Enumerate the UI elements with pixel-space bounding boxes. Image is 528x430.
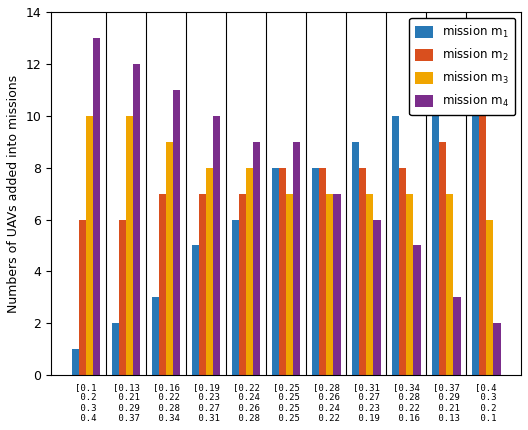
Bar <box>454 298 460 375</box>
Bar <box>206 168 213 375</box>
Bar <box>192 246 199 375</box>
Bar <box>119 220 126 375</box>
Bar <box>352 141 359 375</box>
Bar <box>333 194 341 375</box>
Bar <box>272 168 279 375</box>
Bar <box>293 141 300 375</box>
Bar <box>439 141 446 375</box>
Bar <box>359 168 366 375</box>
Bar <box>71 349 79 375</box>
Bar <box>319 168 326 375</box>
Bar <box>432 90 439 375</box>
Bar <box>173 90 181 375</box>
Bar <box>133 64 140 375</box>
Bar <box>479 116 486 375</box>
Bar <box>472 64 479 375</box>
Bar <box>373 220 381 375</box>
Bar <box>486 220 494 375</box>
Bar <box>79 220 86 375</box>
Bar <box>392 116 399 375</box>
Legend: mission m$_1$, mission m$_2$, mission m$_3$, mission m$_4$: mission m$_1$, mission m$_2$, mission m$… <box>409 18 515 115</box>
Bar <box>253 141 260 375</box>
Bar <box>111 323 119 375</box>
Bar <box>326 194 333 375</box>
Bar <box>232 220 239 375</box>
Bar <box>413 246 421 375</box>
Bar <box>126 116 133 375</box>
Bar <box>446 194 454 375</box>
Bar <box>366 194 373 375</box>
Bar <box>86 116 93 375</box>
Bar <box>246 168 253 375</box>
Bar <box>406 194 413 375</box>
Bar <box>93 38 100 375</box>
Bar <box>399 168 406 375</box>
Bar <box>494 323 501 375</box>
Bar <box>213 116 220 375</box>
Bar <box>199 194 206 375</box>
Bar <box>159 194 166 375</box>
Bar <box>279 168 286 375</box>
Bar <box>286 194 293 375</box>
Bar <box>166 141 173 375</box>
Bar <box>312 168 319 375</box>
Bar <box>239 194 246 375</box>
Y-axis label: Numbers of UAVs added into missions: Numbers of UAVs added into missions <box>7 74 20 313</box>
Bar <box>152 298 159 375</box>
